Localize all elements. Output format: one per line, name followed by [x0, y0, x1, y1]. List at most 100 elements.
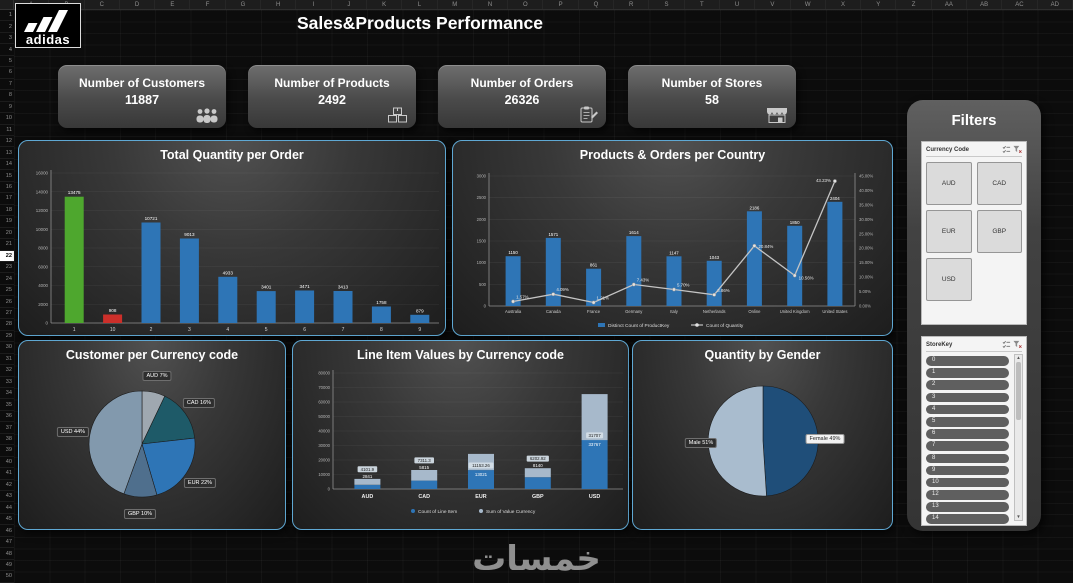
row-header-7[interactable]: 7: [0, 79, 14, 91]
row-header-43[interactable]: 43: [0, 491, 14, 503]
column-header-T[interactable]: T: [685, 0, 720, 9]
multiselect-icon[interactable]: [1002, 340, 1011, 349]
row-header-19[interactable]: 19: [0, 216, 14, 228]
column-header-S[interactable]: S: [649, 0, 685, 9]
row-header-5[interactable]: 5: [0, 56, 14, 68]
total-quantity-chart[interactable]: 0 2000 4000 6000 8000 10000 12000 14000 16000 134…: [21, 165, 445, 340]
row-header-27[interactable]: 27: [0, 308, 14, 320]
storekey-option-12[interactable]: 12: [926, 490, 1009, 500]
row-header-2[interactable]: 2: [0, 21, 14, 33]
column-header-E[interactable]: E: [155, 0, 191, 9]
row-header-33[interactable]: 33: [0, 377, 14, 388]
row-header-40[interactable]: 40: [0, 457, 14, 469]
row-header-34[interactable]: 34: [0, 388, 14, 400]
storekey-option-9[interactable]: 9: [926, 465, 1009, 476]
scrollbar-thumb[interactable]: [1016, 362, 1021, 420]
customer-currency-pie-chart[interactable]: [21, 365, 285, 534]
clear-filter-icon[interactable]: [1013, 145, 1022, 154]
row-header-1[interactable]: 1: [0, 10, 14, 22]
column-header-AC[interactable]: AC: [1002, 0, 1038, 9]
storekey-option-10[interactable]: 10: [926, 477, 1009, 488]
column-header-Q[interactable]: Q: [579, 0, 615, 9]
column-header-L[interactable]: L: [402, 0, 438, 9]
row-header-37[interactable]: 37: [0, 422, 14, 434]
row-header-26[interactable]: 26: [0, 296, 14, 308]
storekey-option-14[interactable]: 14: [926, 514, 1009, 525]
multiselect-icon[interactable]: [1002, 145, 1011, 154]
storekey-option-6[interactable]: 6: [926, 429, 1009, 439]
row-header-39[interactable]: 39: [0, 445, 14, 457]
row-header-8[interactable]: 8: [0, 90, 14, 102]
currency-option-EUR[interactable]: EUR: [926, 210, 972, 253]
column-header-Z[interactable]: Z: [896, 0, 932, 9]
column-header-U[interactable]: U: [720, 0, 756, 9]
row-header-4[interactable]: 4: [0, 44, 14, 56]
row-header-18[interactable]: 18: [0, 205, 14, 217]
column-header-N[interactable]: N: [473, 0, 509, 9]
row-header-30[interactable]: 30: [0, 342, 14, 354]
row-header-21[interactable]: 21: [0, 239, 14, 251]
row-header-17[interactable]: 17: [0, 193, 14, 205]
row-header-31[interactable]: 31: [0, 354, 14, 366]
column-header-Y[interactable]: Y: [861, 0, 897, 9]
row-header-22[interactable]: 22: [0, 250, 14, 262]
currency-option-AUD[interactable]: AUD: [926, 162, 972, 205]
storekey-option-0[interactable]: 0: [926, 356, 1009, 366]
column-header-O[interactable]: O: [508, 0, 544, 9]
row-header-50[interactable]: 50: [0, 571, 14, 583]
column-header-V[interactable]: V: [755, 0, 791, 9]
row-header-49[interactable]: 49: [0, 560, 14, 572]
select-all-corner[interactable]: [0, 0, 14, 10]
storekey-option-5[interactable]: 5: [926, 416, 1009, 427]
column-header-X[interactable]: X: [826, 0, 862, 9]
column-header-I[interactable]: I: [296, 0, 332, 9]
row-header-44[interactable]: 44: [0, 502, 14, 514]
row-header-15[interactable]: 15: [0, 170, 14, 182]
row-header-25[interactable]: 25: [0, 285, 14, 297]
row-header-47[interactable]: 47: [0, 537, 14, 549]
row-header-41[interactable]: 41: [0, 468, 14, 480]
column-header-W[interactable]: W: [791, 0, 826, 9]
column-header-AD[interactable]: AD: [1038, 0, 1073, 9]
currency-option-CAD[interactable]: CAD: [976, 162, 1022, 205]
quantity-gender-pie-chart[interactable]: [635, 365, 892, 534]
row-header-36[interactable]: 36: [0, 411, 14, 423]
column-header-J[interactable]: J: [332, 0, 367, 9]
row-header-45[interactable]: 45: [0, 514, 14, 526]
storekey-option-2[interactable]: 2: [926, 380, 1009, 390]
row-header-9[interactable]: 9: [0, 102, 14, 114]
row-header-12[interactable]: 12: [0, 136, 14, 148]
storekey-option-13[interactable]: 13: [926, 502, 1009, 512]
storekey-scrollbar[interactable]: ▲ ▼: [1014, 354, 1023, 521]
row-header-3[interactable]: 3: [0, 33, 14, 45]
column-header-M[interactable]: M: [438, 0, 473, 9]
column-header-P[interactable]: P: [543, 0, 579, 9]
storekey-option-7[interactable]: 7: [926, 441, 1009, 451]
line-item-values-chart[interactable]: 0 10000 20000 30000 40000 50000 60000 70000 8000…: [295, 365, 628, 536]
column-header-F[interactable]: F: [190, 0, 226, 9]
row-header-35[interactable]: 35: [0, 399, 14, 411]
row-header-38[interactable]: 38: [0, 434, 14, 446]
currency-option-USD[interactable]: USD: [926, 258, 972, 301]
row-header-10[interactable]: 10: [0, 113, 14, 125]
scroll-up-icon[interactable]: ▲: [1016, 355, 1021, 360]
row-header-16[interactable]: 16: [0, 182, 14, 194]
row-header-24[interactable]: 24: [0, 273, 14, 285]
row-header-32[interactable]: 32: [0, 365, 14, 377]
column-header-AA[interactable]: AA: [932, 0, 968, 9]
column-header-D[interactable]: D: [120, 0, 156, 9]
row-header-6[interactable]: 6: [0, 67, 14, 79]
scroll-down-icon[interactable]: ▼: [1016, 514, 1021, 519]
storekey-option-1[interactable]: 1: [926, 368, 1009, 378]
column-header-G[interactable]: G: [226, 0, 262, 9]
row-header-13[interactable]: 13: [0, 147, 14, 159]
row-header-14[interactable]: 14: [0, 159, 14, 171]
clear-filter-icon[interactable]: [1013, 340, 1022, 349]
row-header-29[interactable]: 29: [0, 331, 14, 343]
row-header-48[interactable]: 48: [0, 548, 14, 560]
products-orders-chart[interactable]: 0 500 1000 1500 2000 2500 3000 0.00% 5.00% 10.00%…: [455, 165, 892, 340]
column-header-H[interactable]: H: [261, 0, 297, 9]
currency-option-GBP[interactable]: GBP: [976, 210, 1022, 253]
storekey-option-4[interactable]: 4: [926, 404, 1009, 415]
storekey-option-8[interactable]: 8: [926, 453, 1009, 464]
